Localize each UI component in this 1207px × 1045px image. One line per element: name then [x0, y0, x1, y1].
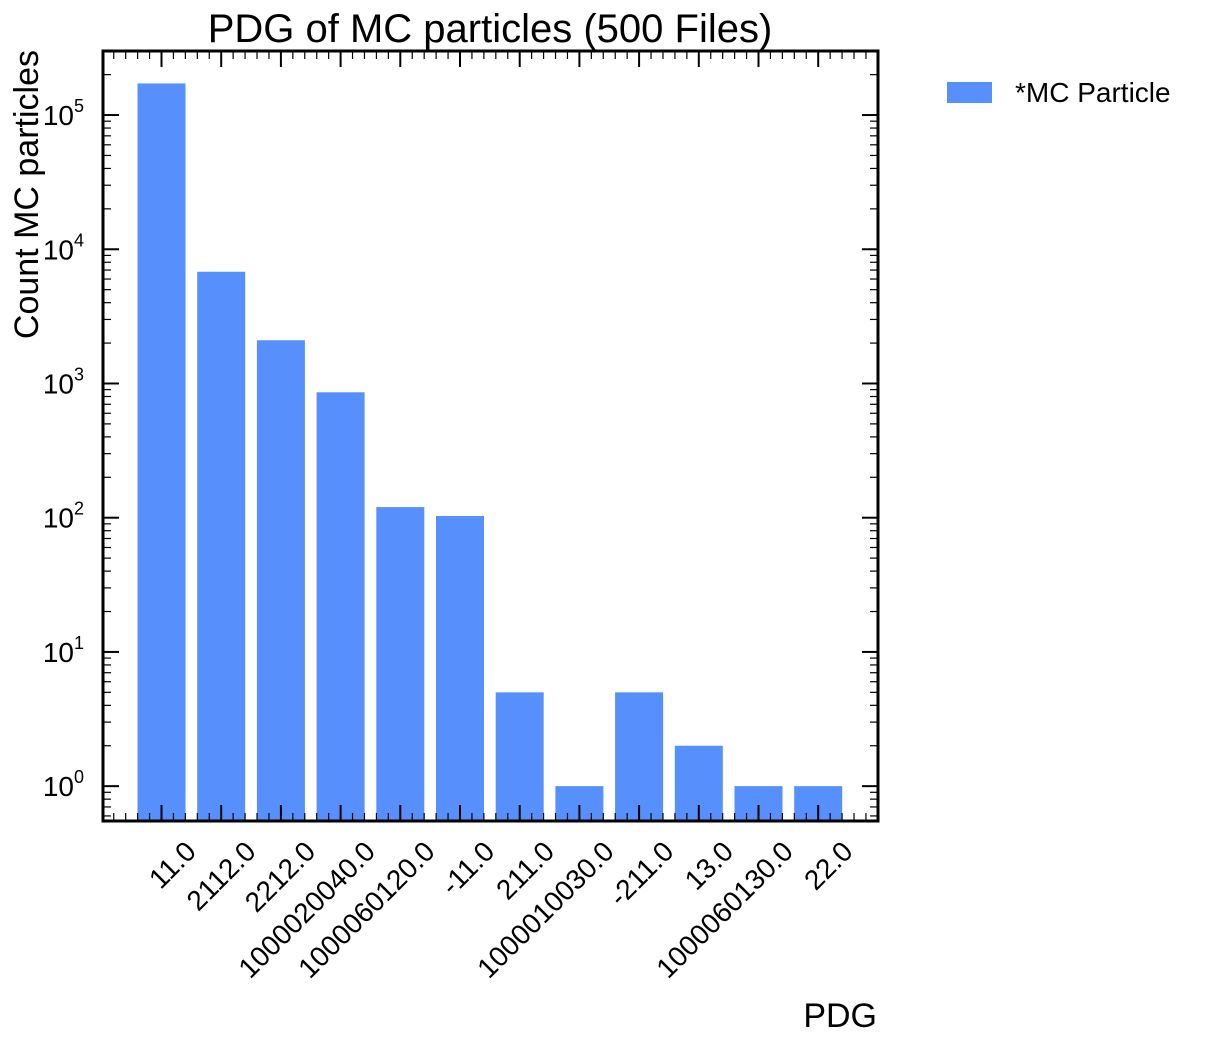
bar-211.0: [495, 692, 544, 821]
y-tick-label: 105: [43, 96, 84, 131]
bar-1000060120.0: [376, 507, 425, 821]
legend-label: *MC Particle: [1015, 77, 1171, 108]
x-tick-label--211.0: -211.0: [603, 835, 680, 912]
x-tick-label-22.0: 22.0: [798, 835, 858, 895]
legend: *MC Particle: [947, 77, 1171, 108]
bar-2212.0: [256, 340, 305, 821]
x-tick-label--11.0: -11.0: [435, 835, 501, 901]
bars-layer: [137, 83, 843, 821]
plot-frame: [101, 49, 880, 823]
bar-2112.0: [197, 271, 246, 821]
bar-11.0: [137, 83, 186, 821]
y-axis-ticks: 100 101 102 103 104 105: [43, 50, 878, 817]
bar--211.0: [615, 692, 664, 821]
bar--11.0: [436, 515, 484, 821]
legend-swatch: [947, 82, 992, 103]
y-axis-label: Count MC particles: [8, 50, 46, 339]
y-tick-label: 101: [43, 633, 84, 668]
y-tick-label: 104: [43, 230, 84, 265]
y-tick-label: 103: [43, 364, 84, 399]
bar-1000020040.0: [316, 392, 365, 821]
y-tick-label: 100: [43, 767, 84, 802]
x-axis-label: PDG: [803, 997, 877, 1035]
y-tick-label: 102: [43, 499, 84, 534]
chart-title: PDG of MC particles (500 Files): [208, 7, 773, 51]
